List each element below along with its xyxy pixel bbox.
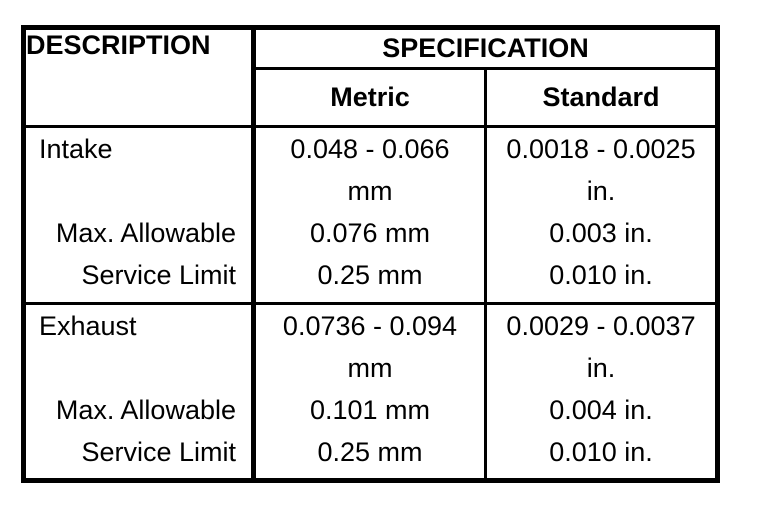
col-header-metric: Metric [252, 67, 487, 128]
exhaust-service-limit-label: Service Limit [81, 437, 236, 467]
intake-metric-cell: 0.048 - 0.066 mm 0.076 mm 0.25 mm [252, 125, 487, 305]
col-header-standard: Standard [483, 67, 720, 128]
exhaust-metric-range: 0.0736 - 0.094 [282, 311, 458, 341]
intake-spacer-line [27, 170, 249, 212]
intake-standard-range: 0.0018 - 0.0025 [506, 134, 696, 164]
col-header-specification: SPECIFICATION [251, 26, 720, 70]
table-header-row-1: DESCRIPTION SPECIFICATION [22, 26, 720, 128]
intake-metric-service-limit: 0.25 mm [317, 260, 423, 290]
exhaust-description-cell: Exhaust Max. Allowable Service Limit [22, 302, 256, 482]
intake-standard-max-allowable: 0.003 in. [549, 218, 653, 248]
intake-description-cell: Intake Max. Allowable Service Limit [22, 125, 256, 305]
exhaust-standard-unit: in. [586, 353, 616, 383]
intake-service-limit-label: Service Limit [81, 260, 236, 290]
intake-metric-unit: mm [347, 176, 393, 206]
exhaust-metric-unit: mm [347, 353, 393, 383]
specification-table: DESCRIPTION SPECIFICATION Metric Standar… [21, 25, 721, 483]
table-row-intake: Intake Max. Allowable Service Limit 0.04… [22, 125, 720, 305]
intake-standard-unit: in. [586, 176, 616, 206]
exhaust-standard-range: 0.0029 - 0.0037 [506, 311, 696, 341]
intake-standard-service-limit: 0.010 in. [549, 260, 653, 290]
intake-metric-range: 0.048 - 0.066 [290, 134, 450, 164]
exhaust-metric-service-limit: 0.25 mm [317, 437, 423, 467]
exhaust-max-allowable-label: Max. Allowable [55, 395, 236, 425]
intake-label: Intake [39, 134, 113, 164]
intake-metric-max-allowable: 0.076 mm [309, 218, 431, 248]
exhaust-spacer-line [27, 347, 249, 389]
exhaust-standard-cell: 0.0029 - 0.0037 in. 0.004 in. 0.010 in. [483, 302, 720, 482]
exhaust-standard-max-allowable: 0.004 in. [549, 395, 653, 425]
col-header-description: DESCRIPTION [22, 26, 256, 128]
exhaust-metric-max-allowable: 0.101 mm [309, 395, 431, 425]
exhaust-standard-service-limit: 0.010 in. [549, 437, 653, 467]
table-header-row-2: Metric Standard [24, 67, 720, 128]
exhaust-metric-cell: 0.0736 - 0.094 mm 0.101 mm 0.25 mm [252, 302, 487, 482]
table-row-exhaust: Exhaust Max. Allowable Service Limit 0.0… [22, 302, 720, 482]
intake-standard-cell: 0.0018 - 0.0025 in. 0.003 in. 0.010 in. [483, 125, 720, 305]
intake-max-allowable-label: Max. Allowable [55, 218, 236, 248]
exhaust-label: Exhaust [39, 311, 137, 341]
